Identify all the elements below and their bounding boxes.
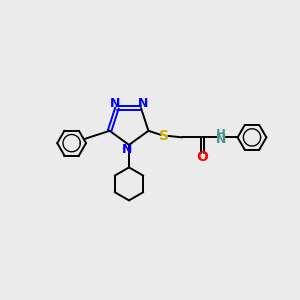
Text: N: N [122,143,133,156]
Text: N: N [138,97,148,110]
Text: H: H [216,128,226,141]
Text: N: N [110,97,120,110]
Text: O: O [196,150,208,164]
Text: S: S [159,129,169,143]
Text: N: N [216,133,226,146]
